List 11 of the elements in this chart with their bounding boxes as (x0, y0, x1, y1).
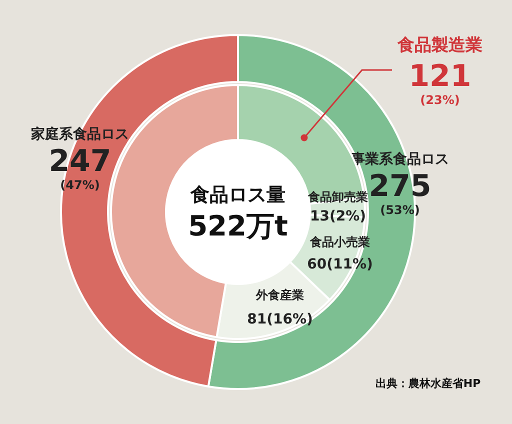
source-note: 出典：農林水産省HP (375, 376, 481, 390)
text: 522万t (188, 209, 288, 242)
text: 食品ロス量 (190, 184, 286, 206)
data-label: 121 (23%) (408, 58, 472, 108)
data-label: 81(16%) (247, 312, 313, 328)
slice-label: 食品卸売業 (307, 190, 368, 204)
data-label: 13(2%) (310, 208, 366, 225)
slice-label: 外食産業 (255, 288, 304, 302)
slice-label: 食品製造業 (396, 35, 482, 56)
data-label: 60(11%) (307, 256, 373, 273)
slice-label: 食品小売業 (309, 235, 370, 250)
